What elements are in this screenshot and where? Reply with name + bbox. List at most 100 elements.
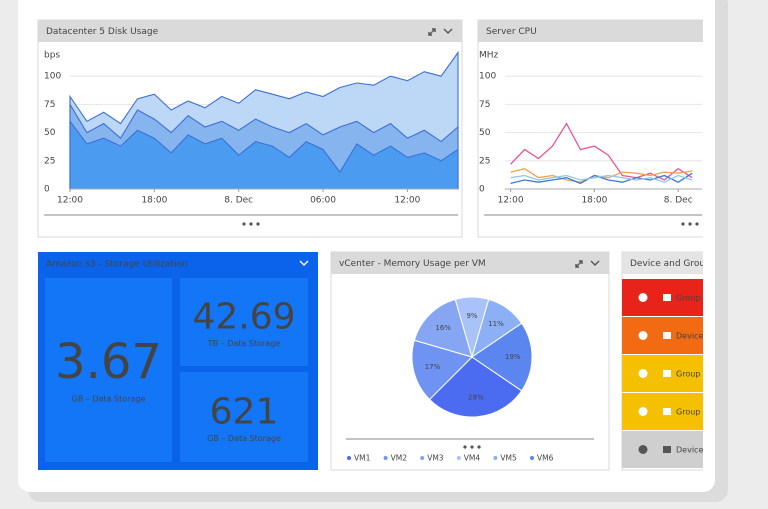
y-tick-label: 50 xyxy=(479,128,491,138)
y-tick-label: 25 xyxy=(479,156,490,166)
area xyxy=(69,119,459,190)
status-icon xyxy=(638,331,648,340)
legend-swatch xyxy=(530,456,534,460)
pager-dot xyxy=(249,222,253,226)
pager-dot xyxy=(477,445,481,449)
x-tick-label: 8. Dec xyxy=(664,196,693,206)
device-label: Group N xyxy=(676,294,709,303)
widgets: Datacenter 5 Disk Usage bps 0 25 50 75 100 12:0… xyxy=(37,19,711,471)
y-tick-label: 25 xyxy=(44,156,55,166)
slice-label: 19% xyxy=(505,353,521,361)
y-axis-label: MHz xyxy=(479,51,499,61)
y-tick-label: 100 xyxy=(479,72,496,82)
device-row xyxy=(622,279,703,316)
pie-slice xyxy=(471,322,533,392)
slice-label: 9% xyxy=(466,312,477,320)
device-label: Device xyxy=(676,446,703,455)
collapse-icon xyxy=(590,260,600,266)
device-label: Device xyxy=(676,332,703,341)
legend-label: VM5 xyxy=(500,454,517,463)
x-tick-label: 18:00 xyxy=(581,196,607,206)
storage-tile xyxy=(45,278,172,462)
pie-slice xyxy=(411,339,473,401)
device-row xyxy=(622,393,703,430)
pager-dot xyxy=(681,222,685,226)
pie-slice xyxy=(413,298,473,358)
type-icon xyxy=(663,446,671,453)
legend-label: VM3 xyxy=(427,454,444,463)
legend-swatch xyxy=(383,456,388,460)
tile-label: GB – Data Storage xyxy=(72,394,146,403)
storage-tile xyxy=(180,372,308,462)
x-tick-label: 06:00 xyxy=(310,196,336,206)
legend-label: VM2 xyxy=(391,454,408,463)
y-tick-label: 100 xyxy=(44,72,61,82)
x-tick-label: 18:00 xyxy=(141,196,167,206)
x-tick-label: 8. Dec xyxy=(224,196,253,206)
pie-slice xyxy=(428,356,523,418)
slice-label: 11% xyxy=(488,320,504,328)
legend-swatch xyxy=(347,456,351,460)
widget-header xyxy=(331,252,609,274)
slice-label: 16% xyxy=(435,324,451,332)
x-tick-label: 12:00 xyxy=(394,196,420,206)
type-icon xyxy=(663,294,671,301)
status-icon xyxy=(638,369,648,378)
tile-label: GB – Data Storage xyxy=(207,434,281,443)
y-tick-label: 0 xyxy=(44,185,50,195)
tile-label: TB – Data Storage xyxy=(207,339,280,348)
collapse-icon xyxy=(443,28,453,34)
pager-dot xyxy=(688,222,692,226)
widget-title: Server CPU xyxy=(486,27,537,37)
expand-icon xyxy=(428,28,436,36)
status-icon xyxy=(638,445,648,454)
collapse-icon xyxy=(299,260,309,266)
legend-label: VM1 xyxy=(354,454,371,463)
pager-dot xyxy=(470,445,474,449)
tile-value: 42.69 xyxy=(192,296,295,337)
status-icon xyxy=(638,293,648,302)
widget-title: vCenter - Memory Usage per VM xyxy=(339,259,486,269)
widget-header xyxy=(478,20,703,42)
slice-label: 17% xyxy=(425,363,441,371)
tile-value: 3.67 xyxy=(55,334,162,390)
y-tick-label: 0 xyxy=(479,185,485,195)
x-tick-label: 12:00 xyxy=(498,196,524,206)
type-icon xyxy=(663,332,671,339)
widget-header xyxy=(38,20,462,42)
legend-label: VM6 xyxy=(537,454,554,463)
device-row xyxy=(622,431,703,468)
device-label: Group N xyxy=(676,408,709,417)
pager-dot xyxy=(695,222,699,226)
widget-header xyxy=(622,252,703,274)
y-tick-label: 75 xyxy=(479,100,490,110)
line xyxy=(510,122,693,181)
storage-tile xyxy=(180,278,308,366)
pager-dot xyxy=(242,222,246,226)
y-axis-label: bps xyxy=(44,51,60,61)
widget-title: Device and Group xyxy=(630,259,711,269)
y-tick-label: 50 xyxy=(44,128,56,138)
x-tick-label: 12:00 xyxy=(57,196,83,206)
widget-title: Amazon s3 - Storage Utilization xyxy=(46,260,188,270)
type-icon xyxy=(663,408,671,415)
legend-swatch xyxy=(420,456,425,460)
line xyxy=(510,172,693,185)
line xyxy=(510,174,693,183)
device-row xyxy=(622,317,703,354)
expand-icon xyxy=(575,260,583,268)
device-row xyxy=(622,355,703,392)
pager-dot xyxy=(256,222,260,226)
widget-panel xyxy=(477,19,703,238)
tile-value: 621 xyxy=(210,391,279,432)
legend-label: VM4 xyxy=(464,454,481,463)
pager-dot xyxy=(463,445,467,449)
legend-swatch xyxy=(493,456,498,460)
type-icon xyxy=(663,370,671,377)
y-tick-label: 75 xyxy=(44,100,55,110)
legend-swatch xyxy=(456,456,461,460)
status-icon xyxy=(638,407,648,416)
widget-title: Datacenter 5 Disk Usage xyxy=(46,27,159,37)
